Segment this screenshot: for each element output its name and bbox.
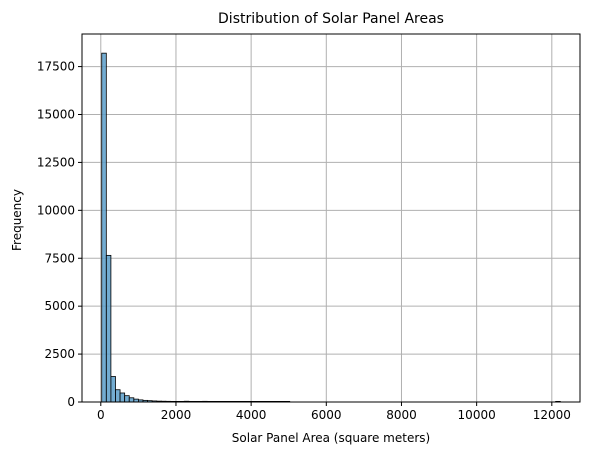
grid [82,34,580,403]
x-axis-title: Solar Panel Area (square meters) [232,431,430,445]
y-tick-label: 7500 [44,251,75,265]
bars [101,52,561,403]
x-tick-label: 8000 [386,408,417,422]
x-tick-label: 10000 [458,408,496,422]
histogram-bar [115,389,121,403]
histogram-bar [119,392,126,403]
histogram-bar [101,52,107,403]
y-tick-label: 0 [67,395,75,409]
chart-title: Distribution of Solar Panel Areas [218,11,444,27]
histogram-bar [110,376,116,403]
y-tick-label: 2500 [44,347,75,361]
y-axis-title: Frequency [10,189,24,251]
plot-frame [81,33,581,403]
y-tick-label: 17500 [37,60,75,74]
ticks: 0 2000 4000 6000 8000 10000 12000 0 2500 5000 7500… [37,60,571,422]
histogram-bar [105,254,112,403]
y-tick-label: 5000 [44,299,75,313]
y-tick-label: 10000 [37,203,75,217]
x-tick-label: 6000 [311,408,342,422]
histogram-bar [124,395,130,403]
x-tick-label: 0 [97,408,105,422]
x-tick-label: 4000 [236,408,267,422]
histogram-bar [128,397,135,403]
y-tick-label: 12500 [37,155,75,169]
x-tick-label: 12000 [533,408,571,422]
x-tick-label: 2000 [161,408,192,422]
y-tick-label: 15000 [37,108,75,122]
